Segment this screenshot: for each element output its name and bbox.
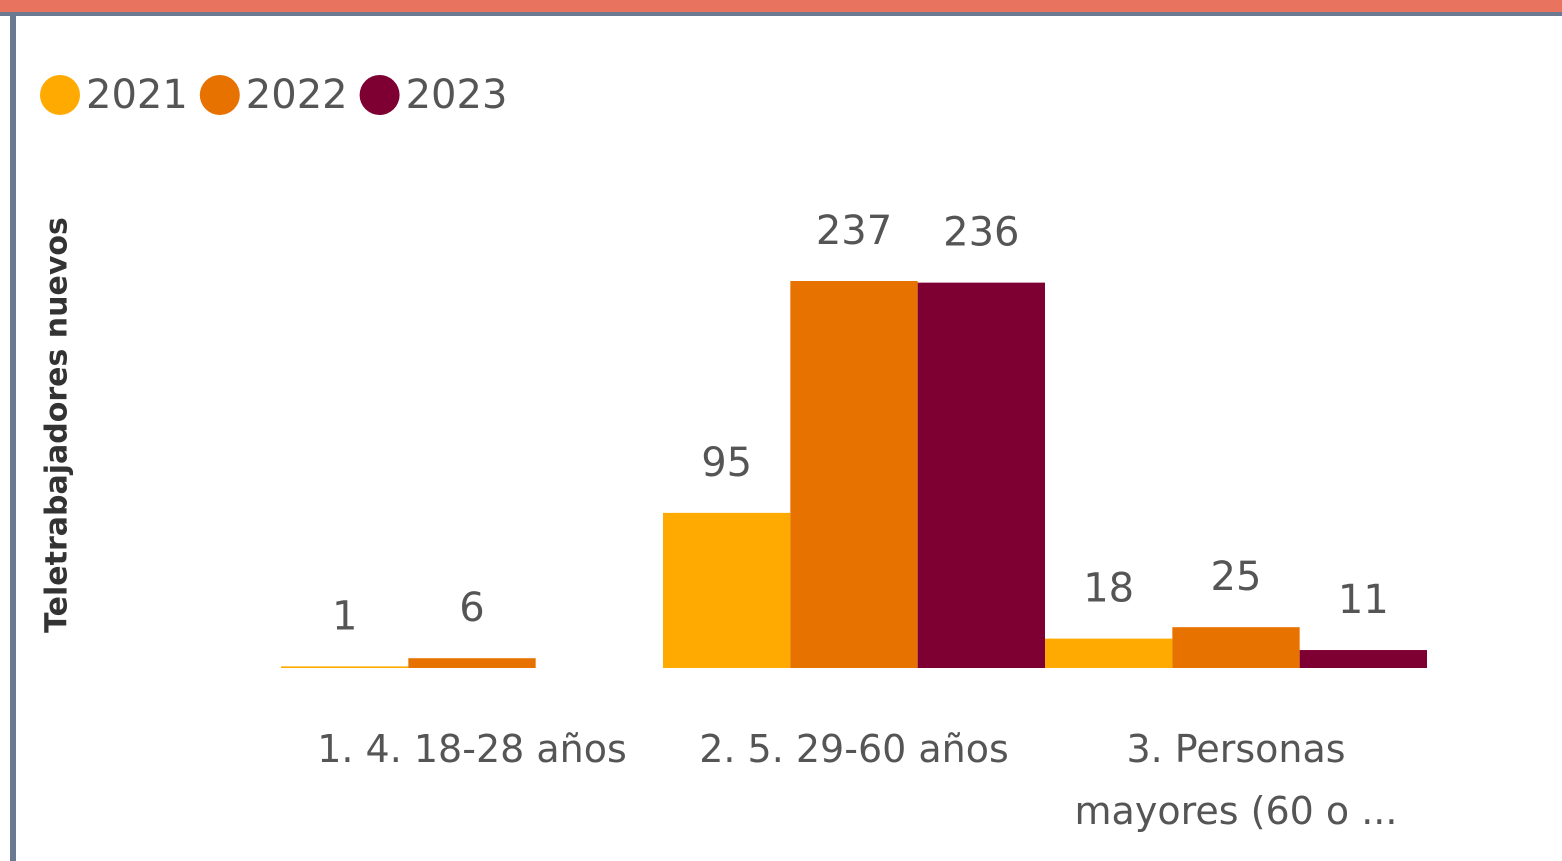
- x-tick-label: 2. 5. 29-60 años: [699, 727, 1009, 771]
- data-label: 6: [459, 585, 484, 631]
- bar: [408, 658, 536, 668]
- legend-label: 2021: [86, 72, 188, 118]
- data-label: 1: [332, 593, 357, 639]
- legend-label: 2022: [246, 72, 348, 118]
- bar: [790, 281, 918, 668]
- legend-label: 2023: [406, 72, 508, 118]
- bar: [1045, 638, 1173, 668]
- bar: [1299, 650, 1427, 668]
- data-label: 237: [816, 208, 892, 254]
- data-label: 18: [1083, 566, 1134, 612]
- bar: [281, 666, 409, 668]
- data-label: 11: [1338, 577, 1389, 623]
- legend-swatch: [359, 75, 400, 115]
- x-tick-label: 3. Personas mayores (60 o ...: [1074, 727, 1398, 833]
- y-axis-label: Teletrabajadores nuevos: [40, 217, 75, 633]
- data-label: 236: [943, 210, 1019, 256]
- bar: [1172, 627, 1300, 668]
- legend-swatch: [40, 75, 80, 115]
- top-bar: [0, 0, 1562, 12]
- data-label: 25: [1211, 554, 1262, 600]
- legend-swatch: [199, 75, 240, 115]
- bar: [917, 282, 1045, 668]
- x-tick-label: 1. 4. 18-28 años: [317, 727, 627, 771]
- data-label: 95: [701, 440, 752, 486]
- left-border: [10, 12, 16, 861]
- bar: [663, 512, 791, 668]
- top-border: [0, 12, 1562, 16]
